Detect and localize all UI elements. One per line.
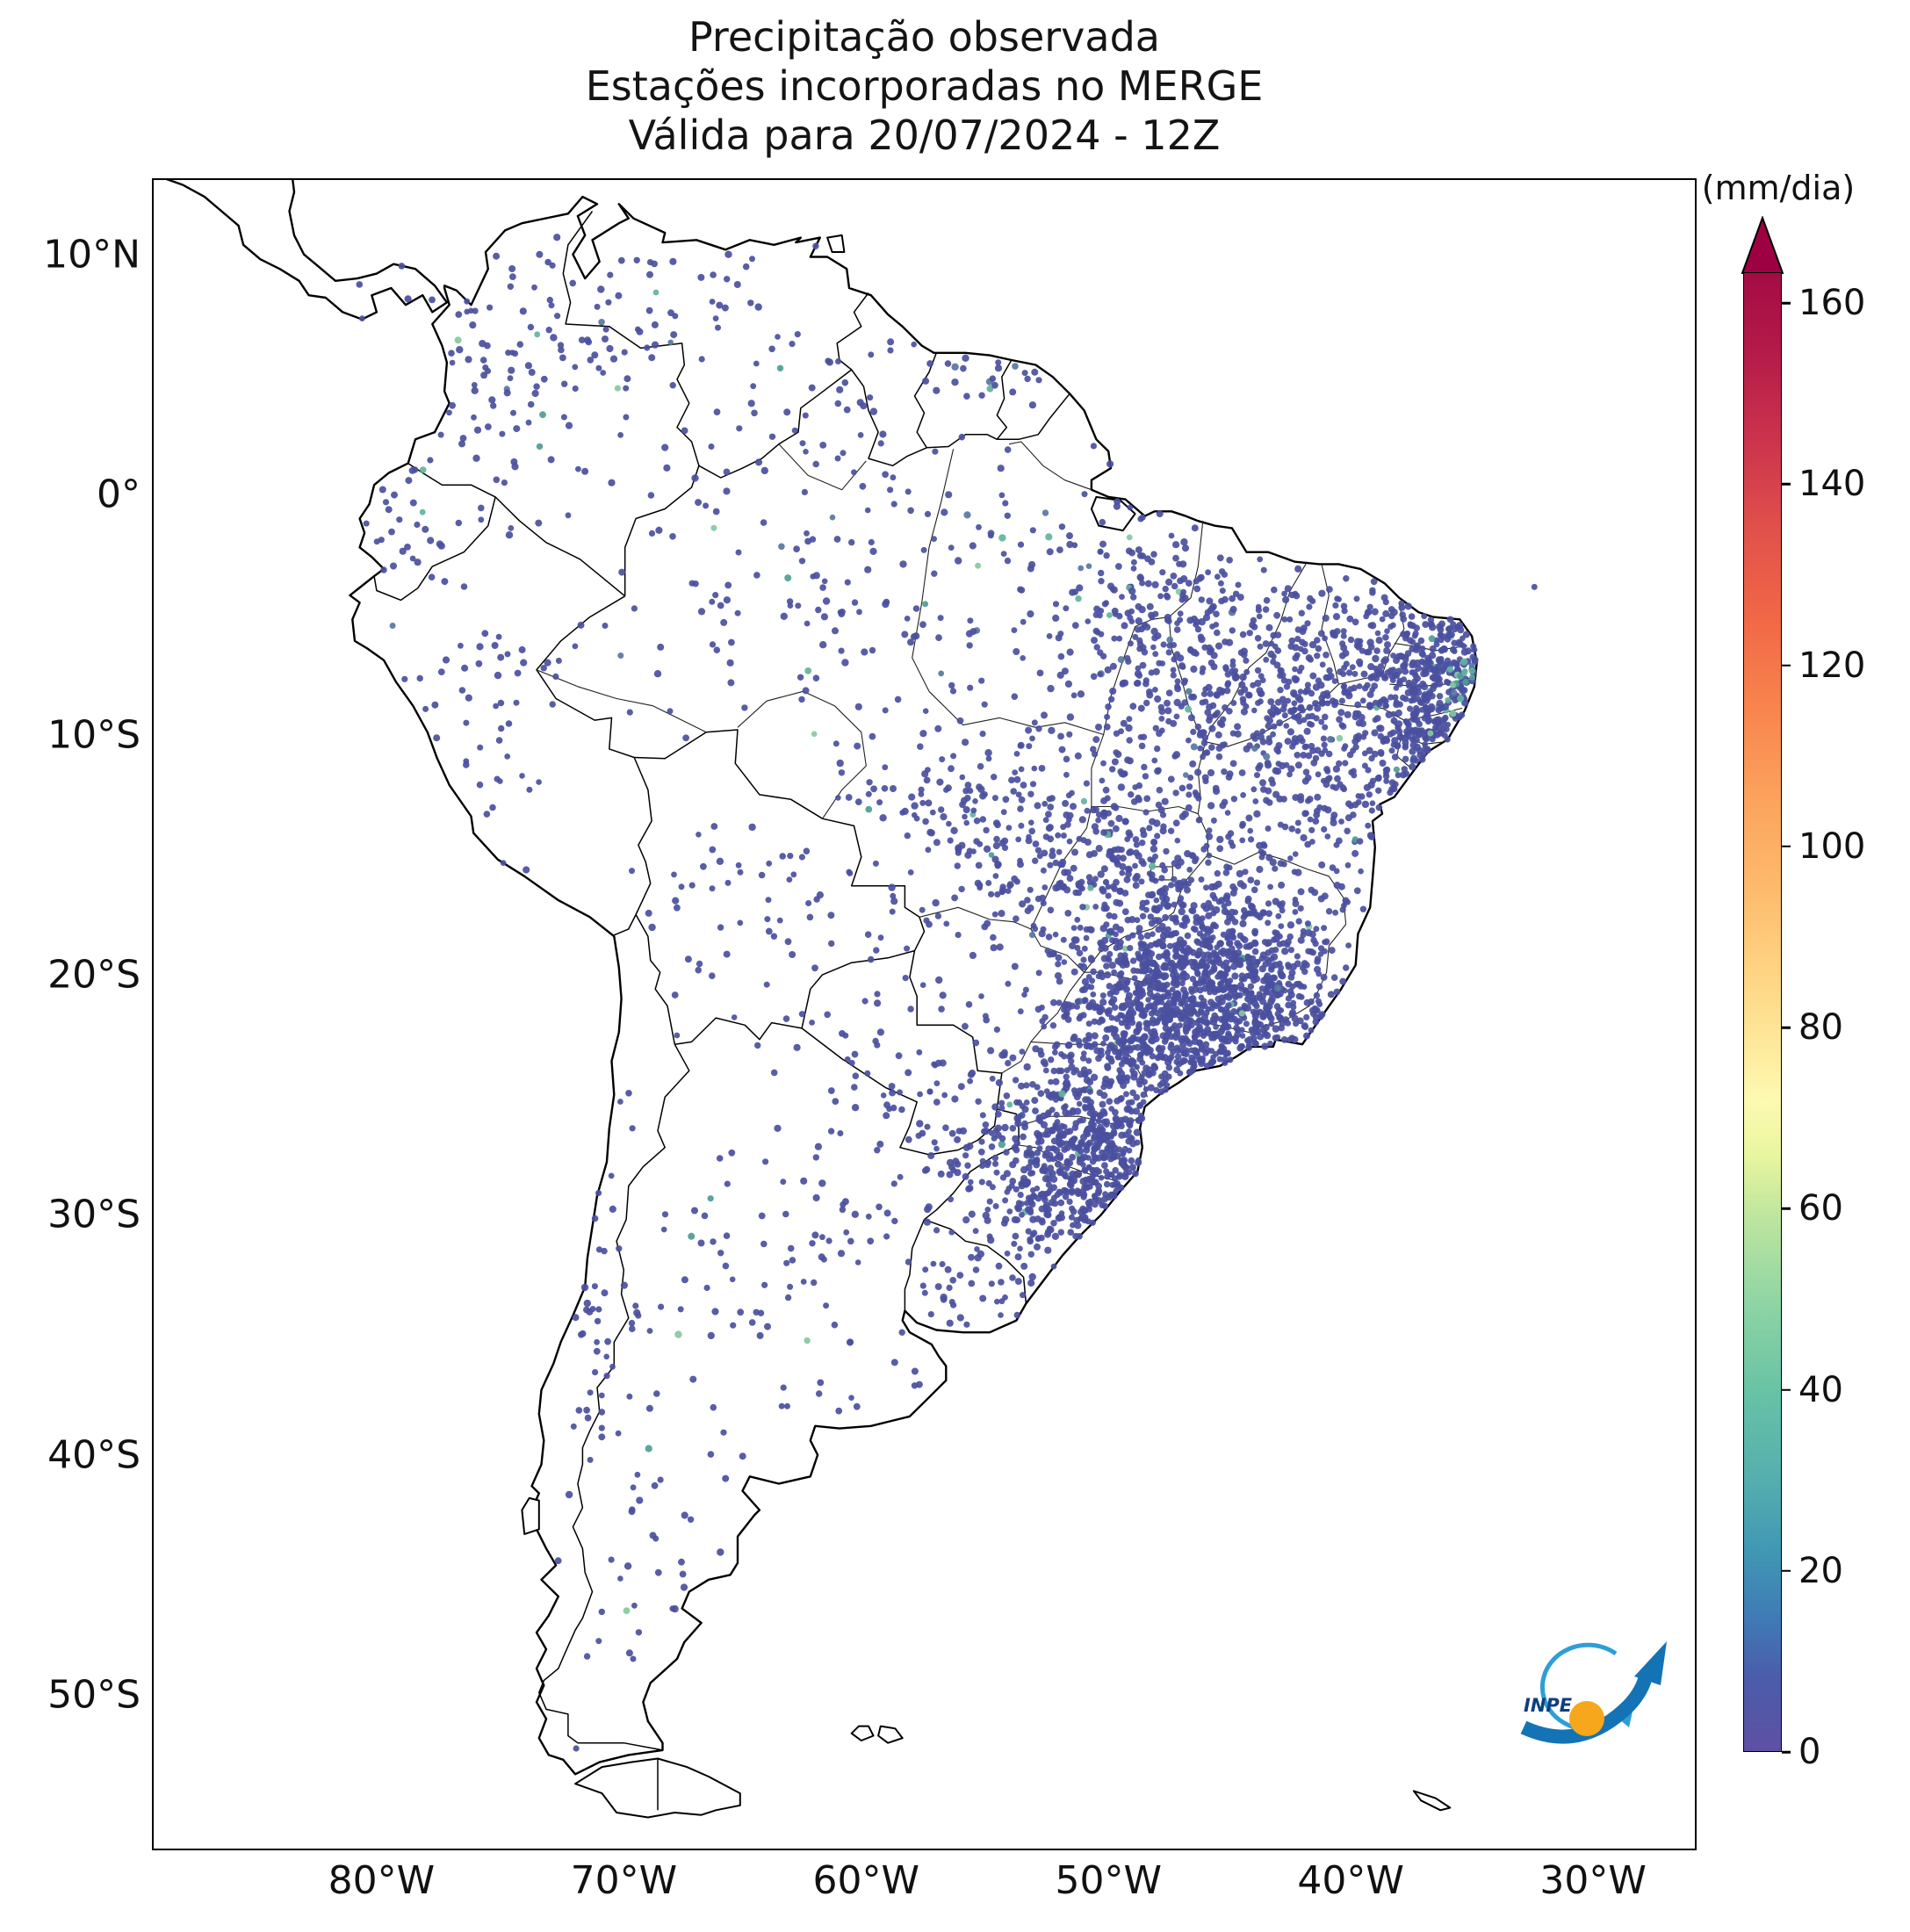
station-dots [356, 234, 1538, 1752]
colorbar-tick-mark [1782, 1569, 1791, 1572]
colorbar-tick-mark [1782, 1026, 1791, 1029]
lat-tick-label: 10°N [43, 232, 141, 278]
state-border [1321, 564, 1339, 685]
country-border [634, 729, 926, 951]
colorbar-tick-mark [1782, 1208, 1791, 1210]
country-border [801, 949, 915, 1029]
state-border [1308, 924, 1347, 1006]
state-border [778, 443, 867, 491]
country-border [836, 292, 869, 371]
country-border [635, 914, 676, 1045]
lat-tick-label: 0° [97, 472, 141, 517]
colorbar-tick-label: 20 [1798, 1550, 1843, 1591]
state-border [1008, 441, 1092, 491]
colorbar-tick-mark [1782, 483, 1791, 486]
lat-tick-label: 10°S [47, 712, 141, 757]
island-outline [877, 1725, 904, 1744]
colorbar-tick-label: 100 [1798, 825, 1866, 867]
title-line-3: Válida para 20/07/2024 - 12Z [628, 112, 1221, 159]
island-outline [1412, 1790, 1452, 1812]
colorbar-unit-label: (mm/dia) [1701, 169, 1856, 207]
colorbar-tick-mark [1782, 301, 1791, 305]
colorbar-tick-label: 140 [1798, 464, 1866, 505]
lat-tick-label: 20°S [47, 952, 141, 998]
colorbar-tick-label: 120 [1798, 645, 1866, 686]
title-line-2: Estações incorporadas no MERGE [585, 62, 1264, 110]
state-border [536, 669, 707, 733]
island-outline [521, 1496, 540, 1535]
inpe-logo-arrowhead [1634, 1641, 1667, 1685]
country-border [904, 1219, 926, 1311]
lon-tick-label: 60°W [812, 1858, 920, 1903]
inpe-logo-orange-dot [1569, 1701, 1604, 1736]
state-border [1338, 602, 1405, 685]
lon-tick-label: 50°W [1055, 1858, 1162, 1903]
country-border [674, 1017, 803, 1045]
inpe-logo: INPE [1520, 1641, 1667, 1744]
state-border [737, 690, 867, 819]
lat-tick-label: 40°S [47, 1432, 141, 1478]
colorbar-tick-label: 40 [1798, 1369, 1843, 1410]
country-border [996, 359, 1013, 440]
colorbar-tick-label: 80 [1798, 1007, 1843, 1049]
colorbar-tick-label: 160 [1798, 283, 1866, 324]
state-border [919, 906, 1032, 930]
lat-tick-label: 30°S [47, 1192, 141, 1237]
colorbar-tick-mark [1782, 664, 1791, 667]
country-border [924, 1218, 1027, 1304]
state-border [1091, 734, 1105, 807]
figure-title: Precipitação observada Estações incorpor… [154, 12, 1695, 160]
country-border [851, 369, 927, 467]
country-border [909, 950, 1003, 1110]
state-border [912, 449, 955, 692]
inpe-logo-arrow [1520, 1671, 1654, 1744]
inpe-logo-swirl-arrowhead [1618, 1712, 1633, 1727]
state-border [1207, 851, 1347, 925]
country-border [926, 434, 998, 449]
colorbar-tick-mark [1782, 1750, 1791, 1754]
colorbar-tick-mark [1782, 1388, 1791, 1391]
lon-tick-label: 70°W [570, 1858, 678, 1903]
country-border [801, 1027, 998, 1156]
island-outline [826, 234, 846, 253]
lon-tick-label: 30°W [1539, 1858, 1647, 1903]
colorbar-tick-label: 0 [1798, 1732, 1821, 1772]
coastline-central-america [166, 180, 449, 321]
state-border [1205, 561, 1308, 742]
title-line-1: Precipitação observada [688, 13, 1160, 61]
island-outline [850, 1725, 875, 1741]
country-border [614, 757, 652, 936]
lon-tick-label: 80°W [328, 1858, 436, 1903]
country-border [373, 496, 496, 602]
colorbar-tick-label: 60 [1798, 1188, 1843, 1229]
lat-tick-label: 50°S [47, 1672, 141, 1718]
country-border [913, 352, 938, 449]
colorbar-gradient [1743, 272, 1782, 1752]
colorbar-over-arrow [1741, 216, 1784, 274]
country-border [538, 1043, 690, 1751]
south-america-map [166, 180, 1538, 1819]
country-border [997, 393, 1070, 441]
map-axes: INPE [152, 178, 1697, 1850]
inpe-logo-text: INPE [1524, 1695, 1573, 1716]
country-border [562, 211, 700, 466]
colorbar-tick-mark [1782, 845, 1791, 848]
country-border [623, 465, 700, 596]
lon-tick-label: 40°W [1297, 1858, 1404, 1903]
